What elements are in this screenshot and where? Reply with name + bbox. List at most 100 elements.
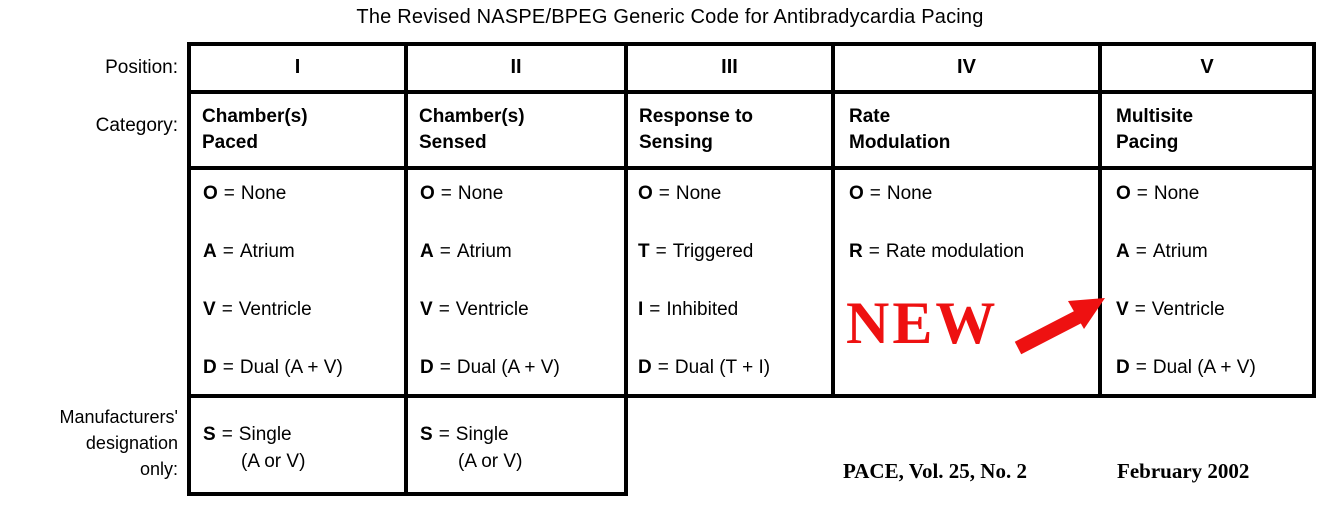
- code-letter: D: [203, 357, 217, 378]
- equals-sign: =: [439, 357, 451, 378]
- citation-source: PACE, Vol. 25, No. 2: [843, 459, 1027, 483]
- code-entry: D = Dual (A + V): [1116, 358, 1256, 378]
- equals-sign: =: [222, 357, 234, 378]
- position-header-III: III: [721, 56, 738, 78]
- code-entry: O = None: [203, 184, 343, 204]
- code-entry: O = None: [638, 184, 770, 204]
- code-meaning: None: [457, 183, 504, 204]
- category-cell-chambers-paced: Chamber(s) Paced: [202, 106, 308, 153]
- equals-sign: =: [658, 183, 670, 204]
- equals-sign: =: [438, 299, 450, 320]
- position-header-II: II: [510, 56, 522, 78]
- equals-sign: =: [222, 241, 234, 262]
- code-meaning: Ventricle: [455, 299, 529, 320]
- code-letter: V: [1116, 299, 1129, 320]
- code-letter: V: [420, 299, 433, 320]
- code-letter: D: [420, 357, 434, 378]
- equals-sign: =: [221, 299, 233, 320]
- position-header-V: V: [1200, 56, 1214, 78]
- codes-cell-column-2: O = None A = Atrium V = Ventricle D = Dual (A + …: [420, 184, 560, 416]
- table-border-line: [187, 394, 191, 496]
- table-border-line: [187, 42, 1316, 46]
- citation-date: February 2002: [1117, 459, 1250, 483]
- code-meaning: Dual (A + V): [239, 357, 343, 378]
- code-meaning: Dual (A + V): [1152, 357, 1256, 378]
- category-cell-chambers-sensed: Chamber(s) Sensed: [419, 106, 525, 153]
- equals-sign: =: [869, 183, 881, 204]
- code-meaning: Atrium: [1152, 241, 1208, 262]
- equals-sign: =: [438, 424, 450, 445]
- code-meaning: Single: [455, 424, 509, 445]
- position-row-label: Position:: [105, 57, 178, 78]
- equals-sign: =: [1135, 357, 1147, 378]
- code-letter: O: [1116, 183, 1131, 204]
- table-border-line: [1098, 42, 1102, 398]
- codes-cell-column-3: O = None T = Triggered I = Inhibited D = Dual (T…: [638, 184, 770, 416]
- equals-sign: =: [655, 241, 667, 262]
- code-letter: D: [1116, 357, 1130, 378]
- manufacturer-cell-2: S = Single (A or V): [420, 421, 522, 475]
- code-letter: V: [203, 299, 216, 320]
- code-meaning: None: [1153, 183, 1200, 204]
- code-letter: O: [203, 183, 218, 204]
- code-meaning: Atrium: [239, 241, 295, 262]
- equals-sign: =: [1134, 299, 1146, 320]
- code-entry: O = None: [420, 184, 560, 204]
- new-arrow-icon: [1014, 298, 1105, 355]
- code-entry: O = None: [1116, 184, 1256, 204]
- table-border-line: [187, 42, 191, 398]
- code-entry: S = Single: [420, 421, 522, 448]
- category-cell-response-to-sensing: Response to Sensing: [639, 106, 754, 153]
- table-border-line: [404, 42, 408, 398]
- category-cell-rate-modulation: Rate Modulation: [849, 106, 951, 153]
- manufacturers-row-label: Manufacturers' designation only:: [59, 407, 179, 479]
- equals-sign: =: [221, 424, 233, 445]
- code-meaning: Single: [238, 424, 292, 445]
- code-letter: I: [638, 299, 644, 320]
- code-entry: V = Ventricle: [420, 300, 560, 320]
- code-letter: O: [420, 183, 435, 204]
- code-entry: I = Inhibited: [638, 300, 770, 320]
- table-border-line: [187, 394, 1316, 398]
- table-border-line: [831, 42, 835, 398]
- equals-sign: =: [657, 357, 669, 378]
- table-border-line: [624, 394, 628, 496]
- code-meaning: Ventricle: [1151, 299, 1225, 320]
- code-letter: A: [203, 241, 217, 262]
- equals-sign: =: [868, 241, 880, 262]
- code-letter: A: [1116, 241, 1130, 262]
- codes-cell-column-1: O = None A = Atrium V = Ventricle D = Dual (A + …: [203, 184, 343, 416]
- category-row-label: Category:: [95, 115, 178, 136]
- equals-sign: =: [1135, 241, 1147, 262]
- code-note: (A or V): [241, 451, 306, 472]
- table-border-line: [187, 90, 1316, 94]
- table-border-line: [1312, 42, 1316, 398]
- code-letter: R: [849, 241, 863, 262]
- code-letter: S: [420, 424, 433, 445]
- code-meaning: Dual (A + V): [456, 357, 560, 378]
- code-entry: S = Single: [203, 421, 305, 448]
- code-entry: T = Triggered: [638, 242, 770, 262]
- code-meaning: None: [675, 183, 722, 204]
- code-meaning: Dual (T + I): [674, 357, 771, 378]
- code-meaning: Inhibited: [666, 299, 739, 320]
- code-entry: V = Ventricle: [1116, 300, 1256, 320]
- position-header-IV: IV: [957, 56, 976, 78]
- code-entry: R = Rate modulation: [849, 242, 1024, 262]
- code-entry: D = Dual (A + V): [203, 358, 343, 378]
- code-meaning: Ventricle: [238, 299, 312, 320]
- code-entry: A = Atrium: [1116, 242, 1256, 262]
- code-note: (A or V): [458, 451, 523, 472]
- code-entry: A = Atrium: [203, 242, 343, 262]
- table-border-line: [624, 42, 628, 398]
- code-entry: V = Ventricle: [203, 300, 343, 320]
- codes-cell-column-5: O = None A = Atrium V = Ventricle D = Dual (A + …: [1116, 184, 1256, 416]
- code-meaning: Atrium: [456, 241, 512, 262]
- code-meaning: Triggered: [672, 241, 754, 262]
- manufacturer-cell-1: S = Single (A or V): [203, 421, 305, 475]
- table-border-line: [187, 166, 1316, 170]
- equals-sign: =: [223, 183, 235, 204]
- code-meaning: None: [240, 183, 287, 204]
- code-letter: T: [638, 241, 650, 262]
- equals-sign: =: [439, 241, 451, 262]
